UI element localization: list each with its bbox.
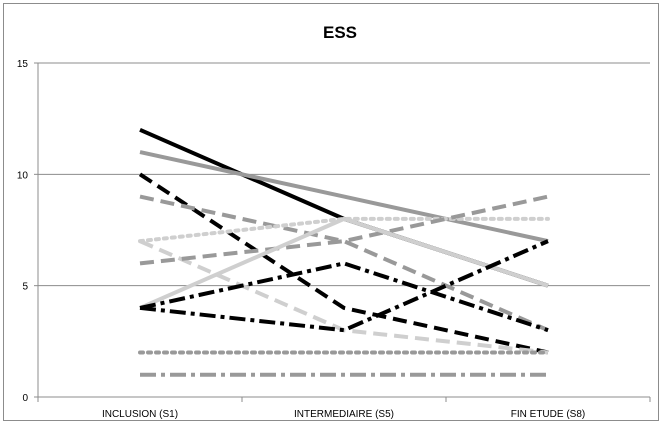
series-line-6 (139, 239, 549, 355)
series-line-10 (139, 239, 549, 333)
y-tick-label: 5 (22, 282, 28, 293)
x-tick-label: FIN ETUDE (S8) (511, 409, 585, 420)
series-line-4 (139, 194, 549, 333)
series-line-5 (138, 216, 550, 244)
series-line-8 (139, 216, 549, 310)
series-line-3 (138, 172, 549, 355)
chart-title: ESS (323, 23, 357, 42)
series-line-9 (139, 261, 549, 333)
series-line-7 (139, 194, 549, 266)
x-tick-label: INTERMEDIAIRE (S5) (294, 409, 394, 420)
y-tick-label: 0 (22, 393, 28, 404)
y-tick-label: 15 (17, 59, 29, 70)
x-tick-label: INCLUSION (S1) (102, 409, 178, 420)
series-line-1 (139, 127, 549, 288)
series-line-2 (139, 150, 549, 244)
y-tick-label: 10 (17, 170, 29, 181)
